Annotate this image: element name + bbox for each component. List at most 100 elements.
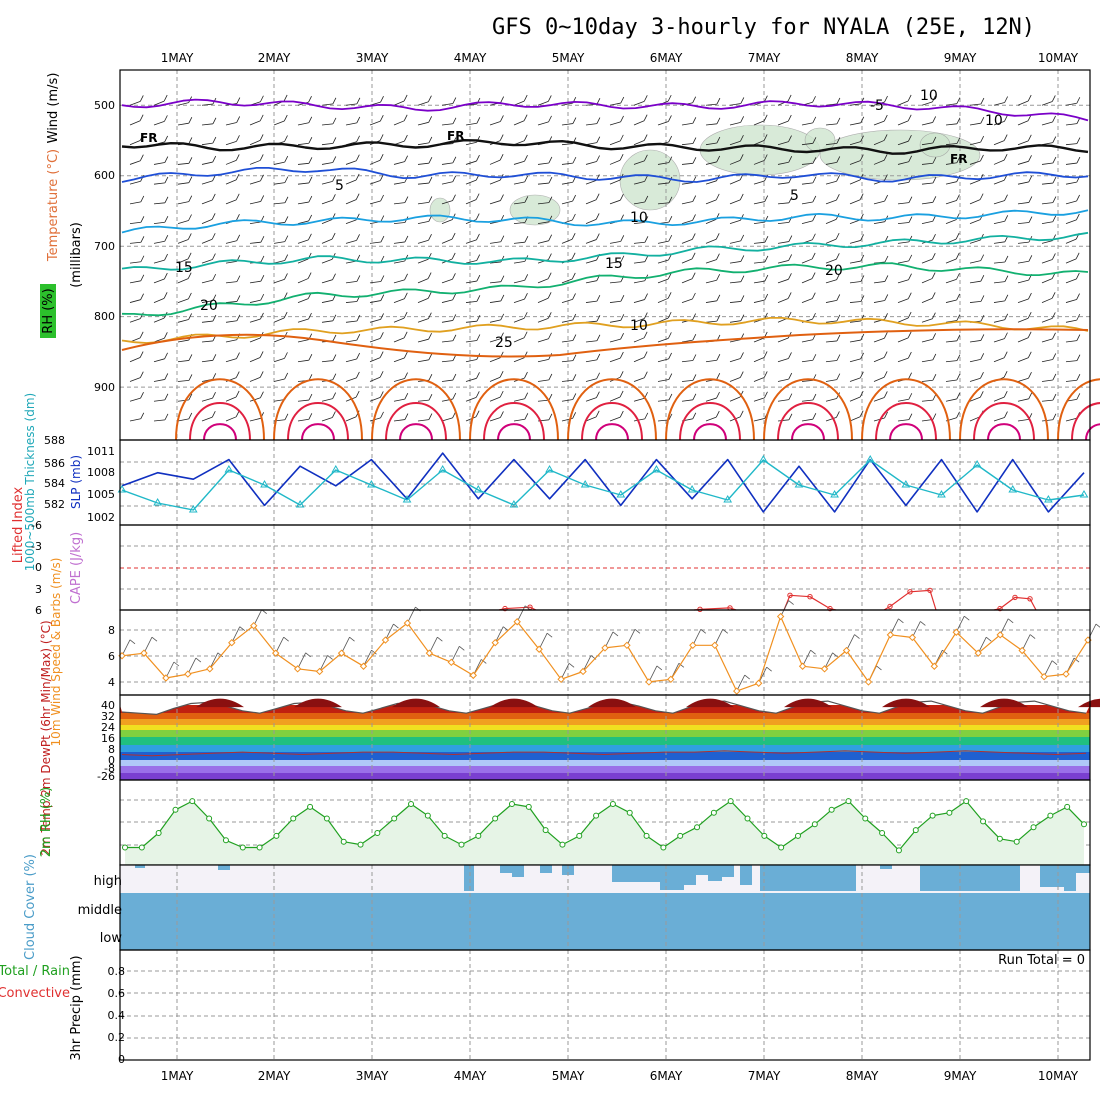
barb-shaft [897, 317, 909, 323]
wind-barb [465, 233, 480, 244]
barb-shaft [705, 416, 717, 422]
barb-shaft [153, 297, 165, 303]
barb-shaft [729, 377, 741, 382]
barb-shaft [849, 377, 861, 382]
barb-flag [499, 134, 504, 141]
barb-flag [187, 252, 192, 260]
barb-flag [164, 156, 169, 163]
wind-barb [393, 623, 399, 629]
barb-shaft [585, 280, 597, 284]
wind-barb [609, 410, 624, 422]
barb-flag [164, 413, 169, 421]
date-label: 8MAY [846, 51, 879, 65]
wind-barb [129, 351, 144, 363]
barb-shaft [201, 259, 213, 264]
barb-shaft [753, 337, 765, 343]
high-cloud-bar [1040, 865, 1064, 887]
barb-flag [860, 352, 864, 360]
wind-barb [321, 137, 337, 146]
wind-barb [393, 155, 409, 165]
wind-barb [969, 254, 985, 264]
barb-shaft [753, 201, 765, 205]
barb-flag [788, 254, 793, 261]
wind-barb [681, 233, 696, 244]
wind-barb [129, 134, 144, 146]
barb-shaft [825, 398, 837, 402]
barb-flag [140, 154, 144, 161]
barb-shaft [657, 278, 669, 284]
wind-barb [153, 235, 169, 244]
thickness-marker [652, 465, 661, 473]
barb-flag [1027, 331, 1032, 338]
freezing-label: FR [950, 152, 967, 166]
wind-speed-marker [996, 631, 1004, 639]
barb-shaft [177, 319, 189, 323]
wind-barb [321, 232, 336, 244]
precip-legend-total: Total / Rain [0, 964, 70, 979]
barb-shaft [849, 260, 861, 264]
barb-flag [428, 312, 432, 319]
thickness-marker [402, 495, 412, 503]
barb-flag [595, 410, 600, 418]
wind-barb [129, 114, 144, 126]
barb-shaft [1041, 182, 1053, 185]
barb-shaft [633, 241, 645, 244]
wind-barb [153, 115, 168, 126]
barb-shaft [993, 417, 1005, 422]
barb-flag [380, 194, 384, 202]
wind-barb [441, 117, 457, 126]
wind-barb [1007, 618, 1014, 624]
barb-flag [380, 95, 384, 103]
wind-barb [345, 173, 360, 185]
wind-barb [810, 649, 816, 655]
wind-barb [921, 157, 937, 165]
barb-shaft [945, 103, 957, 106]
barb-shaft [825, 417, 837, 422]
wind-barb [273, 94, 288, 106]
barb-flag [692, 157, 697, 164]
barb-flag [548, 332, 552, 339]
barb-shaft [753, 120, 765, 126]
barb-flag [763, 114, 768, 122]
barb-flag [643, 331, 648, 338]
barb-shaft [777, 221, 789, 225]
barb-flag [427, 292, 432, 299]
barb-flag [1028, 372, 1032, 379]
barb-flag [764, 391, 768, 399]
barb-shaft [825, 320, 837, 323]
barb-shaft [945, 340, 957, 343]
rh-blob [429, 197, 451, 223]
thickness-marker [509, 500, 519, 508]
barb-flag [1052, 176, 1057, 184]
cloud-level-label: middle [78, 903, 122, 918]
barb-shaft [513, 120, 525, 126]
barb-shaft [1041, 419, 1053, 422]
barb-shaft [705, 218, 717, 225]
wind-barb [297, 393, 313, 402]
barb-shaft [777, 337, 789, 343]
barb-flag [476, 334, 481, 341]
wind-barb [657, 156, 673, 165]
barb-shaft [633, 100, 645, 106]
barb-shaft [537, 162, 549, 165]
barb-shaft [153, 120, 165, 126]
barb-shaft [537, 121, 549, 126]
barb-shaft [1065, 200, 1077, 205]
wind-barb [321, 273, 336, 284]
barb-flag [812, 214, 816, 222]
barb-shaft [153, 202, 165, 205]
thickness-marker [616, 490, 626, 498]
barb-shaft [225, 179, 237, 185]
barb-flag [475, 410, 480, 417]
barb-flag [931, 292, 936, 299]
wind-barb [489, 332, 504, 343]
wind-barb [273, 311, 288, 323]
barb-flag [1075, 272, 1080, 280]
barb-shaft [897, 419, 909, 422]
wind-barbs [129, 94, 1081, 422]
barb-shaft [705, 320, 717, 323]
wind-barb [846, 634, 855, 651]
barb-flag [740, 234, 745, 242]
wind-barb [273, 114, 288, 126]
wind-barb [341, 636, 350, 654]
